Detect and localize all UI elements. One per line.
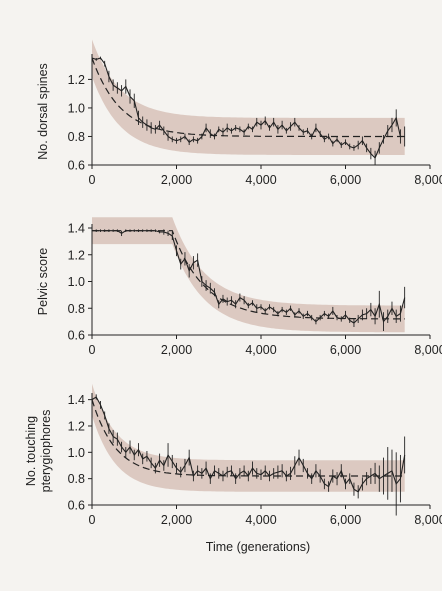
y-tick-label: 0.8 — [68, 130, 85, 144]
y-axis-title: Pelvic score — [36, 248, 50, 315]
panel-dorsal-spines: 0.6 0.8 1.0 1.2 0 2,000 4,000 6,000 8,000 No. dor… — [36, 40, 442, 188]
x-tick-label: 0 — [89, 173, 96, 187]
panel-touching-pterygiophores: 0.6 0.8 1.0 1.2 1.4 0 2,000 4,000 6,000 8,000 No. … — [24, 384, 442, 527]
y-tick-label: 1.0 — [68, 101, 85, 115]
x-tick-label: 2,000 — [161, 173, 192, 187]
x-tick-label: 4,000 — [245, 173, 276, 187]
x-tick-label: 0 — [89, 513, 96, 527]
y-tick-label: 1.2 — [68, 419, 85, 433]
y-tick-label: 0.6 — [68, 159, 85, 173]
x-tick-label: 2,000 — [161, 513, 192, 527]
y-tick-label: 1.2 — [68, 248, 85, 262]
x-tick-label: 4,000 — [245, 513, 276, 527]
y-tick-label: 1.0 — [68, 446, 85, 460]
y-tick-label: 0.6 — [68, 499, 85, 513]
y-tick-label: 1.4 — [68, 393, 85, 407]
x-axis-title: Time (generations) — [206, 540, 310, 554]
x-tick-label: 8,000 — [414, 513, 442, 527]
x-tick-label: 0 — [89, 343, 96, 357]
x-tick-label: 8,000 — [414, 173, 442, 187]
panel-pelvic-score: 0.6 0.8 1.0 1.2 1.4 0 2,000 4,000 6,000 8,000 Pelv… — [36, 217, 442, 357]
x-tick-label: 4,000 — [245, 343, 276, 357]
x-tick-label: 6,000 — [330, 513, 361, 527]
x-tick-label: 6,000 — [330, 343, 361, 357]
y-axis-title: No. touching — [24, 416, 38, 486]
y-tick-label: 1.2 — [68, 73, 85, 87]
y-tick-label: 1.0 — [68, 275, 85, 289]
x-tick-label: 6,000 — [330, 173, 361, 187]
y-axis-title: pterygiophores — [39, 410, 53, 493]
x-tick-label: 8,000 — [414, 343, 442, 357]
y-tick-label: 0.6 — [68, 329, 85, 343]
y-tick-label: 0.8 — [68, 472, 85, 486]
x-tick-label: 2,000 — [161, 343, 192, 357]
y-tick-label: 0.8 — [68, 302, 85, 316]
y-axis-title: No. dorsal spines — [36, 63, 50, 160]
confidence-band — [92, 40, 405, 156]
y-tick-label: 1.4 — [68, 222, 85, 236]
